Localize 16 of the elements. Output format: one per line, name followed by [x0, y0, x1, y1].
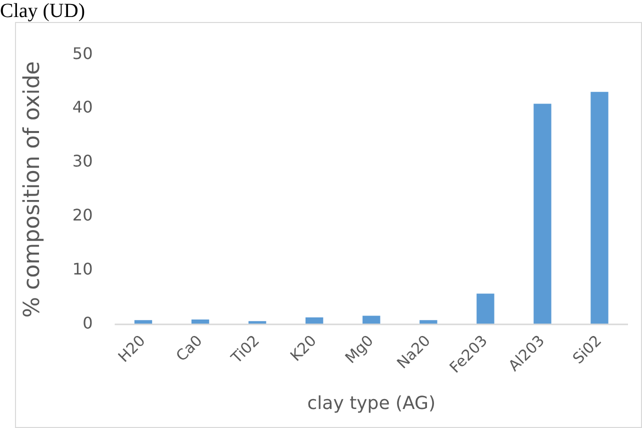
y-tick-label: 10 [72, 260, 93, 279]
x-tick-label: Ca0 [172, 332, 206, 365]
y-tick-label: 30 [72, 152, 93, 171]
x-axis-title: clay type (AG) [307, 392, 436, 414]
y-tick-label: 20 [72, 206, 93, 225]
text: Clay (UD) [0, 0, 85, 22]
x-tick-label: Ti02 [226, 332, 263, 368]
y-tick-label: 50 [72, 44, 93, 63]
y-tick-label: 40 [72, 98, 93, 117]
y-axis-title: % composition of oxide [20, 61, 45, 318]
bar [590, 92, 608, 324]
bar [534, 104, 552, 324]
y-tick-label: 0 [82, 314, 93, 333]
x-tick-label: K20 [286, 332, 320, 365]
bar [476, 294, 494, 324]
bar [362, 316, 380, 324]
